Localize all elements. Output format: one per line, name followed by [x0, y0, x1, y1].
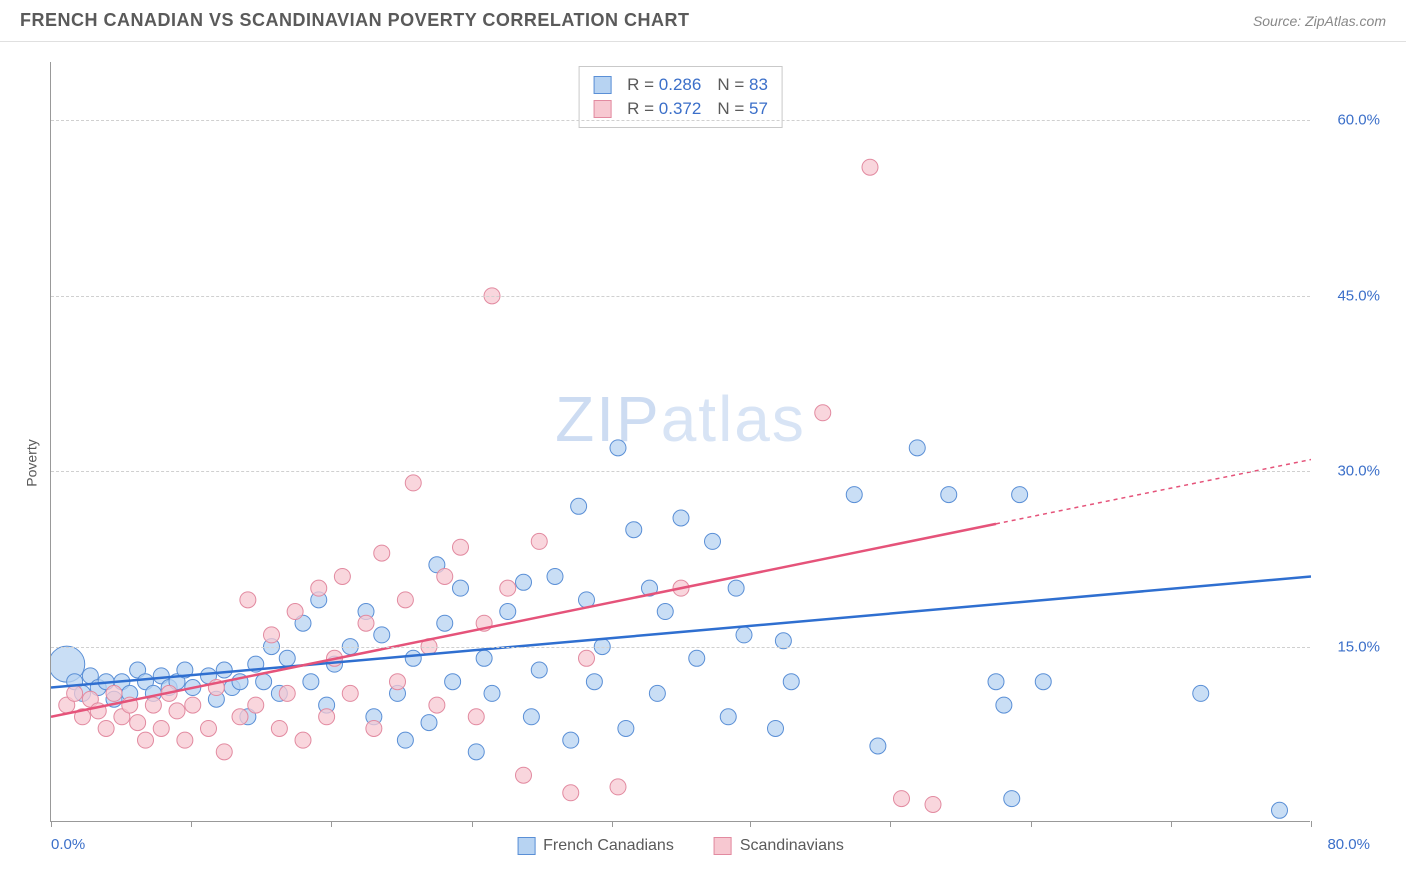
plot-area: ZIPatlas R = 0.286 N = 83 R = 0.372 N = …: [50, 62, 1310, 822]
x-tick-label: 0.0%: [51, 836, 85, 853]
scatter-svg: [51, 62, 1311, 822]
chart-source: Source: ZipAtlas.com: [1253, 13, 1386, 29]
y-tick-label: 15.0%: [1320, 638, 1380, 655]
chart-container: Poverty ZIPatlas R = 0.286 N = 83 R = 0.…: [0, 42, 1406, 884]
chart-header: FRENCH CANADIAN VS SCANDINAVIAN POVERTY …: [0, 0, 1406, 42]
swatch-icon: [517, 837, 535, 855]
y-tick-label: 45.0%: [1320, 287, 1380, 304]
swatch-icon: [714, 837, 732, 855]
legend-item: French Canadians: [517, 837, 674, 855]
legend-item: Scandinavians: [714, 837, 844, 855]
x-tick-label: 80.0%: [1327, 836, 1370, 853]
bottom-legend: French Canadians Scandinavians: [517, 837, 844, 855]
y-tick-label: 30.0%: [1320, 463, 1380, 480]
y-tick-label: 60.0%: [1320, 112, 1380, 129]
chart-title: FRENCH CANADIAN VS SCANDINAVIAN POVERTY …: [20, 10, 690, 31]
y-axis-label: Poverty: [24, 439, 40, 486]
